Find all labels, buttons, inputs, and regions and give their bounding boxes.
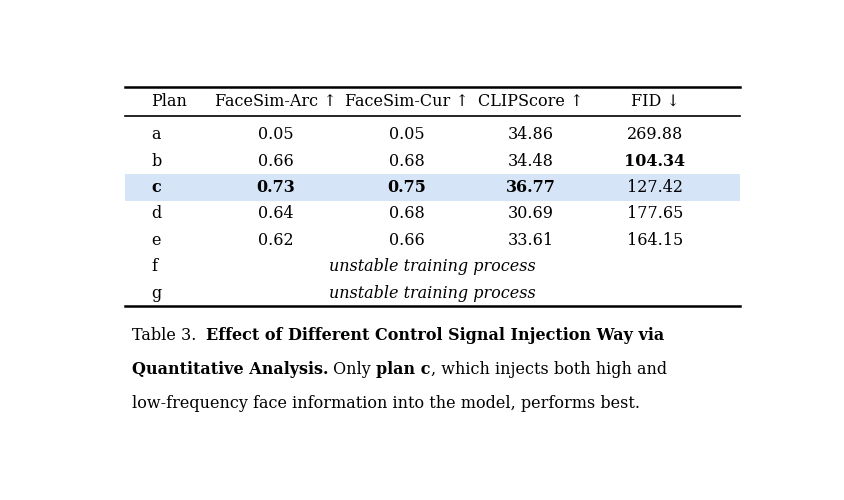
Text: low-frequency face information into the model, performs best.: low-frequency face information into the …	[132, 394, 640, 411]
Text: 0.68: 0.68	[388, 152, 425, 170]
Text: 0.66: 0.66	[257, 152, 294, 170]
Text: c: c	[151, 179, 161, 196]
Text: 33.61: 33.61	[507, 232, 554, 249]
Text: 177.65: 177.65	[627, 206, 683, 222]
Text: 269.88: 269.88	[627, 126, 683, 144]
Text: Plan: Plan	[151, 93, 187, 110]
Text: 34.86: 34.86	[507, 126, 554, 144]
Text: b: b	[151, 152, 161, 170]
Text: unstable training process: unstable training process	[329, 258, 536, 276]
Text: a: a	[151, 126, 161, 144]
Text: plan c: plan c	[376, 360, 430, 378]
Text: 0.05: 0.05	[388, 126, 425, 144]
Text: CLIPScore ↑: CLIPScore ↑	[478, 93, 583, 110]
Text: g: g	[151, 284, 161, 302]
Text: FID ↓: FID ↓	[630, 93, 679, 110]
Text: Quantitative Analysis.: Quantitative Analysis.	[132, 360, 328, 378]
Text: FaceSim-Arc ↑: FaceSim-Arc ↑	[214, 93, 337, 110]
Text: 34.48: 34.48	[508, 152, 554, 170]
Text: Only: Only	[328, 360, 376, 378]
Text: 0.75: 0.75	[387, 179, 426, 196]
Text: Effect of Different Control Signal Injection Way via: Effect of Different Control Signal Injec…	[206, 327, 664, 344]
Text: unstable training process: unstable training process	[329, 284, 536, 302]
Text: 0.66: 0.66	[388, 232, 425, 249]
Text: 104.34: 104.34	[625, 152, 685, 170]
Text: , which injects both high and: , which injects both high and	[430, 360, 667, 378]
Text: Table 3.: Table 3.	[132, 327, 206, 344]
Text: 0.73: 0.73	[257, 179, 295, 196]
Bar	[125, 174, 740, 201]
Text: 0.68: 0.68	[388, 206, 425, 222]
Text: e: e	[151, 232, 161, 249]
Text: 0.64: 0.64	[257, 206, 294, 222]
Text: 0.05: 0.05	[257, 126, 294, 144]
Text: 30.69: 30.69	[507, 206, 554, 222]
Text: f: f	[151, 258, 157, 276]
Text: 0.62: 0.62	[257, 232, 294, 249]
Text: d: d	[151, 206, 161, 222]
Text: 164.15: 164.15	[627, 232, 683, 249]
Text: FaceSim-Cur ↑: FaceSim-Cur ↑	[344, 93, 468, 110]
Text: 127.42: 127.42	[627, 179, 683, 196]
Text: 36.77: 36.77	[506, 179, 555, 196]
